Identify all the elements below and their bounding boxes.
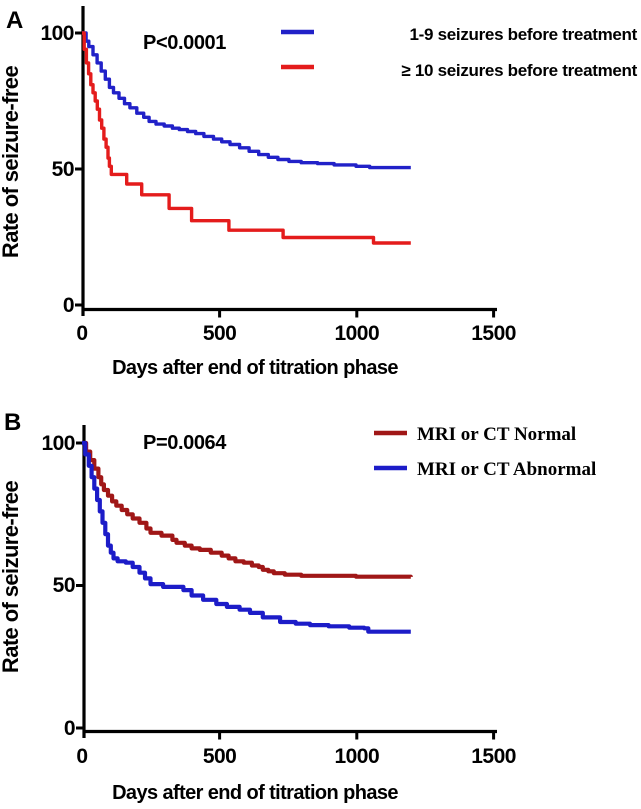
x-axis-title-a: Days after end of titration phase [112, 357, 398, 379]
y-axis-ticks-a [75, 31, 82, 307]
panel-b-letter: B [4, 409, 21, 436]
panel-b: B 100 50 0 0 500 1000 1500 Days after en… [0, 409, 596, 804]
legend-b: MRI or CT Normal MRI or CT Abnormal [374, 424, 596, 480]
x-axis-title-b: Days after end of titration phase [112, 782, 398, 804]
p-value-b: P=0.0064 [143, 432, 227, 454]
x-tick-label-1500-a: 1500 [471, 322, 516, 345]
km-curve-mri-ct-abnormal [82, 440, 411, 634]
y-axis-title-b: Rate of seizure-free [0, 481, 23, 674]
y-axis-title-a: Rate of seizure-free [0, 66, 23, 259]
x-tick-label-1000-a: 1000 [334, 322, 379, 345]
x-tick-label-1000-b: 1000 [334, 745, 379, 768]
x-axis-ticks-b [218, 731, 496, 740]
panel-a: A 100 50 0 0 500 1000 1500 Days after en… [0, 6, 638, 379]
legend-label-mri-ct-abnormal: MRI or CT Abnormal [417, 459, 596, 480]
km-curve-10-plus-seizures [82, 31, 411, 245]
x-tick-label-0-b: 0 [76, 745, 87, 768]
x-tick-label-1500-b: 1500 [471, 745, 516, 768]
x-tick-label-500-a: 500 [203, 322, 237, 345]
legend-label-mri-ct-normal: MRI or CT Normal [417, 424, 576, 445]
y-tick-label-0-b: 0 [64, 717, 75, 740]
legend-label-10-plus-seizures: ≥ 10 seizures before treatment [401, 61, 637, 80]
km-curve-mri-ct-normal [82, 440, 413, 579]
y-tick-label-50-b: 50 [53, 574, 75, 597]
legend-a: 1-9 seizures before treatment ≥ 10 seizu… [281, 25, 638, 80]
y-tick-label-0-a: 0 [63, 294, 74, 317]
panel-a-letter: A [6, 7, 23, 34]
x-tick-label-0-a: 0 [76, 322, 87, 345]
y-tick-label-100-a: 100 [40, 22, 74, 45]
y-axis-ticks-b [76, 441, 83, 730]
x-tick-label-500-b: 500 [203, 745, 237, 768]
y-tick-label-50-a: 50 [52, 158, 74, 181]
km-curve-1-9-seizures [82, 31, 411, 170]
p-value-a: P<0.0001 [143, 32, 226, 54]
legend-label-1-9-seizures: 1-9 seizures before treatment [410, 25, 638, 44]
y-tick-label-100-b: 100 [41, 432, 75, 455]
x-axis-ticks-a [218, 309, 496, 318]
